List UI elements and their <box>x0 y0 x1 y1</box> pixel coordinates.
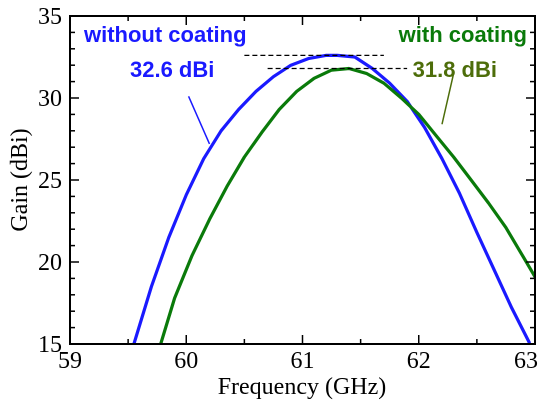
x-axis-title: Frequency (GHz) <box>218 374 387 400</box>
annotation-peak-with-coating: 31.8 dBi <box>413 57 497 82</box>
x-tick-label: 63 <box>514 348 538 374</box>
annotation-pointer-line <box>187 96 211 145</box>
tick-layer <box>69 15 536 345</box>
annotation-pointer-line <box>441 73 455 125</box>
y-axis-title: Gain (dBi) <box>7 128 33 231</box>
peak-reference-layer <box>187 54 455 145</box>
annotation-without-coating: without coating <box>83 22 247 47</box>
x-tick-label: 60 <box>174 348 198 374</box>
tick-label-layer: 59 60 61 62 63 15 20 25 30 35 <box>38 4 538 374</box>
y-tick-label: 30 <box>38 86 62 112</box>
series-layer <box>132 53 535 344</box>
y-tick-label: 25 <box>38 168 62 194</box>
y-tick-label: 15 <box>38 332 62 358</box>
annotation-peak-without-coating: 32.6 dBi <box>130 57 214 82</box>
y-tick-label: 20 <box>38 250 62 276</box>
y-tick-label: 35 <box>38 4 62 30</box>
series-line-with-coating <box>159 66 535 344</box>
annotation-with-coating: with coating <box>398 22 527 47</box>
series-line-without-coating <box>132 53 531 344</box>
x-tick-label: 62 <box>407 348 431 374</box>
x-tick-label: 59 <box>58 348 82 374</box>
x-tick-label: 61 <box>291 348 315 374</box>
